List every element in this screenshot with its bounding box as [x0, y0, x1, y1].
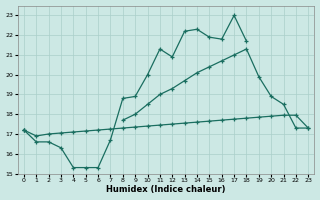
X-axis label: Humidex (Indice chaleur): Humidex (Indice chaleur): [106, 185, 226, 194]
